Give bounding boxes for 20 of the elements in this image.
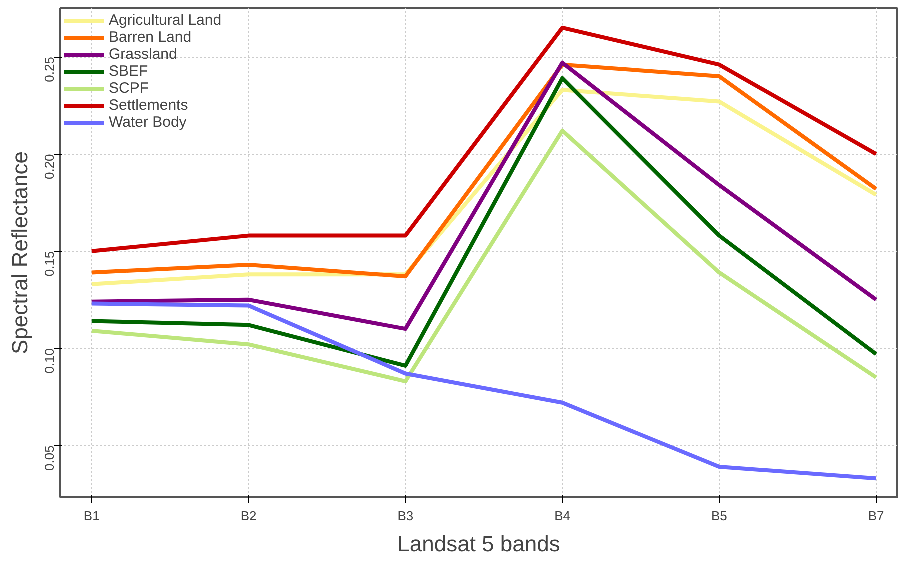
y-tick-label: 0.05 bbox=[42, 446, 57, 471]
y-axis-title: Spectral Reflectance bbox=[8, 152, 32, 354]
y-tick-label: 0.10 bbox=[42, 348, 57, 374]
y-tick-label: 0.15 bbox=[42, 251, 57, 277]
y-tick-label: 0.25 bbox=[42, 57, 57, 82]
y-tick-label: 0.20 bbox=[42, 154, 57, 180]
x-tick-label: B1 bbox=[84, 508, 100, 524]
x-tick-label: B4 bbox=[554, 508, 570, 524]
legend-label: Water Body bbox=[109, 114, 187, 131]
legend-label: SCPF bbox=[109, 80, 150, 97]
x-axis-title: Landsat 5 bands bbox=[398, 532, 560, 556]
x-tick-label: B2 bbox=[240, 508, 257, 524]
legend-label: Barren Land bbox=[109, 29, 192, 46]
legend-label: Agricultural Land bbox=[109, 12, 222, 29]
x-tick-label: B5 bbox=[711, 508, 728, 524]
x-tick-label: B7 bbox=[868, 508, 884, 524]
legend-label: Settlements bbox=[109, 97, 188, 114]
legend-label: Grassland bbox=[109, 46, 178, 63]
legend-label: SBEF bbox=[109, 63, 148, 80]
x-tick-label: B3 bbox=[398, 508, 414, 524]
